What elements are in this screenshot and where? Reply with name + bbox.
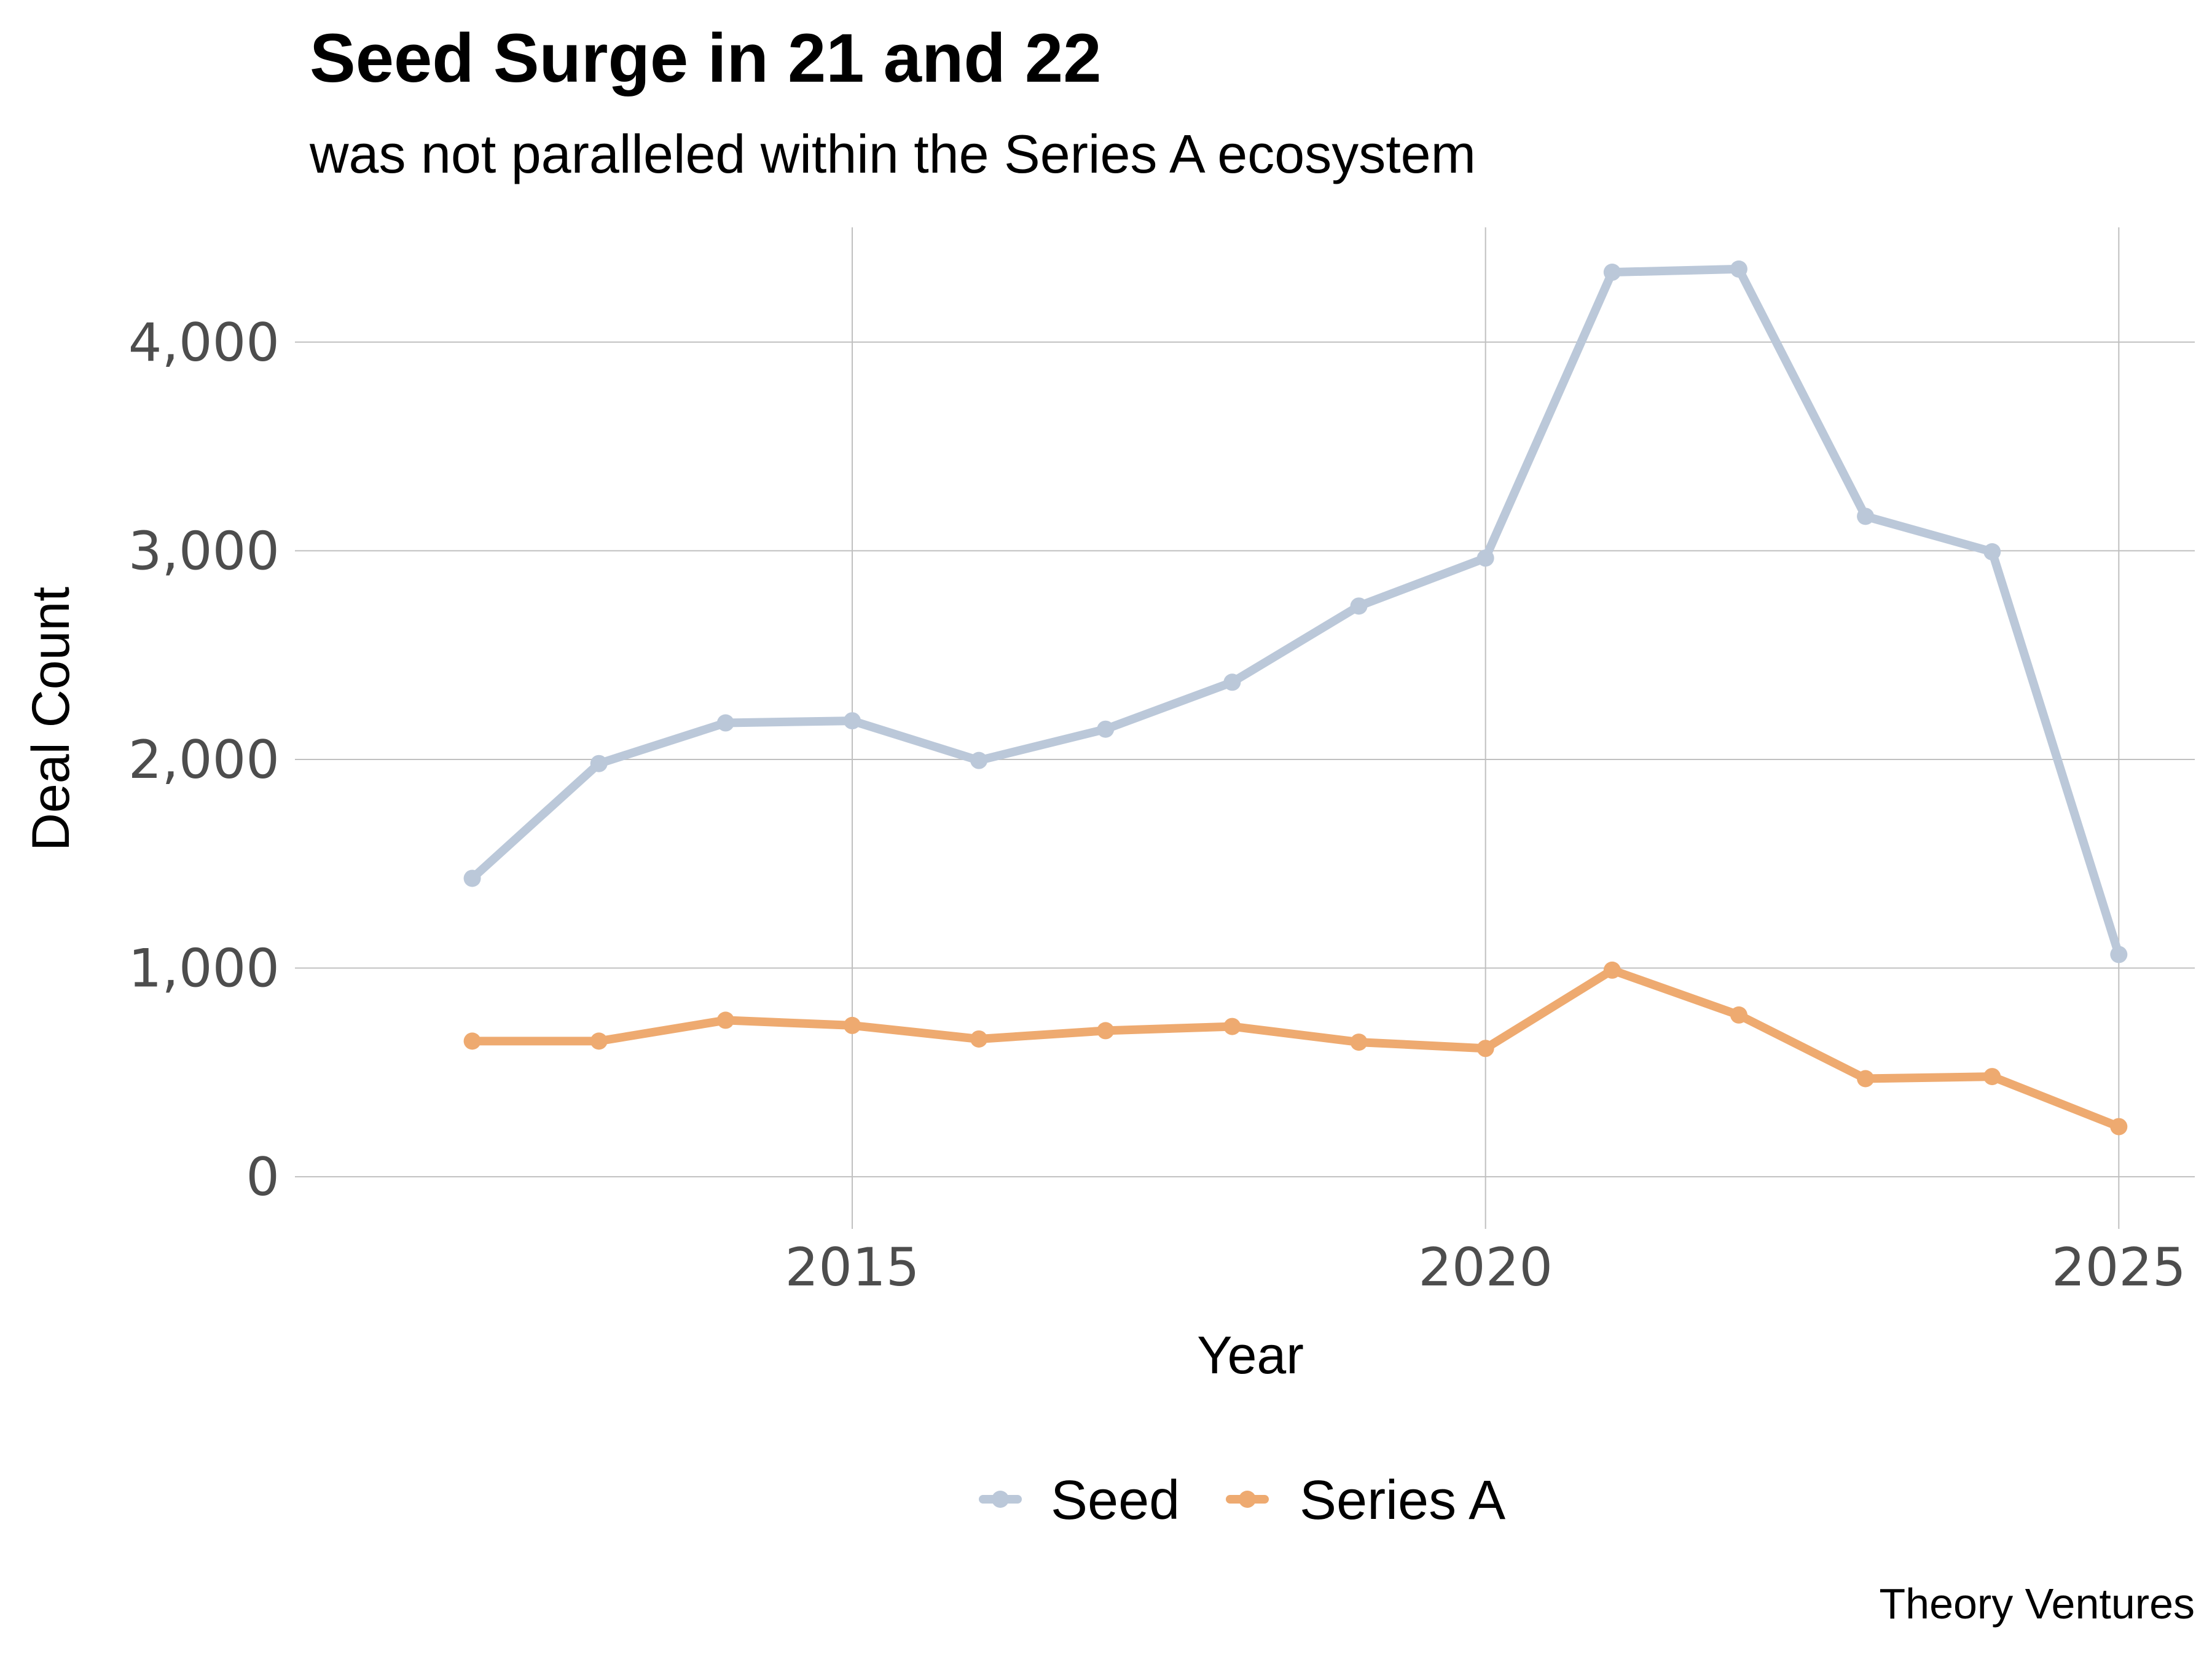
y-axis-title: Deal Count xyxy=(22,587,80,851)
data-point-series-a xyxy=(1857,1070,1875,1088)
series-line-series-a xyxy=(468,965,2124,1131)
data-point-seed xyxy=(1730,260,1747,278)
data-point-series-a xyxy=(2110,1118,2128,1135)
tick-labels: 0 1,000 2,000 3,000 4,000 2015 2020 2025 xyxy=(128,312,2186,1298)
data-point-seed xyxy=(1857,508,1875,525)
y-tick-label: 2,000 xyxy=(128,729,280,791)
data-point-series-a xyxy=(1350,1033,1368,1051)
data-point-seed xyxy=(1097,720,1115,738)
data-point-seed xyxy=(843,712,861,730)
data-point-series-a xyxy=(463,1032,481,1050)
data-point-series-a xyxy=(970,1030,988,1048)
x-tick-label: 2015 xyxy=(785,1237,920,1298)
data-point-series-a xyxy=(1097,1022,1115,1040)
chart-title: Seed Surge in 21 and 22 xyxy=(310,20,1102,96)
data-point-seed xyxy=(716,714,734,732)
y-tick-label: 3,000 xyxy=(128,520,280,582)
data-point-seed xyxy=(1223,673,1241,691)
data-point-series-a xyxy=(1477,1040,1494,1057)
x-tick-label: 2025 xyxy=(2052,1237,2186,1298)
y-tick-label: 0 xyxy=(246,1147,280,1208)
data-point-seed xyxy=(1477,549,1494,567)
data-point-seed xyxy=(1603,264,1621,281)
data-point-series-a xyxy=(1223,1018,1241,1035)
data-point-series-a xyxy=(843,1016,861,1034)
source-caption: Theory Ventures xyxy=(1879,1580,2195,1628)
data-point-seed xyxy=(970,751,988,769)
legend-key-point-seed xyxy=(992,1491,1009,1508)
series-layer xyxy=(463,260,2128,1135)
data-point-seed xyxy=(1350,597,1368,615)
data-point-seed xyxy=(1983,543,2001,561)
legend-label-series-a: Series A xyxy=(1300,1470,1505,1531)
data-point-series-a xyxy=(716,1011,734,1029)
data-point-series-a xyxy=(1603,961,1621,979)
y-tick-label: 1,000 xyxy=(128,938,280,1000)
grid-lines xyxy=(295,227,2195,1229)
data-point-series-a xyxy=(1983,1068,2001,1086)
x-axis-title: Year xyxy=(1197,1326,1304,1385)
y-tick-label: 4,000 xyxy=(128,312,280,374)
x-tick-label: 2020 xyxy=(1418,1237,1553,1298)
legend-key-point-series-a xyxy=(1239,1491,1256,1508)
chart-subtitle: was not paralleled within the Series A e… xyxy=(310,124,1476,184)
data-point-series-a xyxy=(590,1032,608,1050)
data-point-seed xyxy=(590,755,608,772)
data-point-seed xyxy=(2110,946,2128,963)
legend: Seed Series A xyxy=(979,1470,1505,1531)
data-point-series-a xyxy=(1730,1006,1747,1024)
series-line-seed xyxy=(468,264,2124,959)
data-point-seed xyxy=(463,869,481,887)
legend-label-seed: Seed xyxy=(1051,1470,1180,1531)
